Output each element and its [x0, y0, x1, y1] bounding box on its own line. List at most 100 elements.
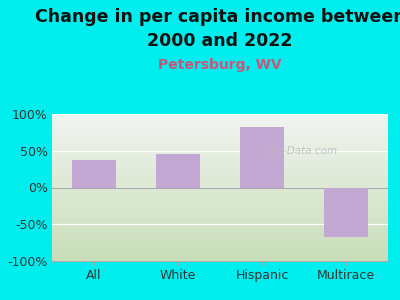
Bar: [52, 178, 388, 179]
Bar: [52, 164, 388, 165]
Bar: [52, 198, 388, 199]
Bar: [52, 229, 388, 230]
Bar: [52, 192, 388, 194]
Bar: [52, 121, 388, 122]
Bar: [52, 253, 388, 254]
Bar: [52, 208, 388, 209]
Bar: [52, 204, 388, 205]
Bar: [52, 207, 388, 208]
Bar: [52, 206, 388, 207]
Bar: [52, 128, 388, 129]
Bar: [52, 213, 388, 214]
Bar: [52, 212, 388, 213]
Bar: [52, 135, 388, 136]
Bar: [52, 242, 388, 243]
Bar: [52, 141, 388, 142]
Bar: [52, 184, 388, 185]
Bar: [52, 143, 388, 144]
Bar: [52, 170, 388, 171]
Bar: [52, 190, 388, 191]
Bar: [52, 236, 388, 238]
Bar: [52, 250, 388, 251]
Bar: [52, 114, 388, 115]
Bar: [52, 248, 388, 249]
Bar: [324, 188, 368, 238]
Bar: [52, 152, 388, 153]
Bar: [52, 117, 388, 118]
Text: City-Data.com: City-Data.com: [264, 146, 338, 156]
Bar: [52, 231, 388, 232]
Bar: [52, 259, 388, 260]
Bar: [52, 187, 388, 188]
Bar: [52, 115, 388, 116]
Bar: [52, 211, 388, 212]
Bar: [52, 224, 388, 225]
Bar: [52, 252, 388, 253]
Bar: [52, 148, 388, 149]
Bar: [52, 166, 388, 167]
Bar: [52, 247, 388, 248]
Bar: [52, 150, 388, 151]
Bar: [52, 139, 388, 140]
Bar: [52, 254, 388, 255]
Bar: [52, 197, 388, 198]
Bar: [52, 185, 388, 187]
Text: 2000 and 2022: 2000 and 2022: [147, 32, 293, 50]
Bar: [52, 167, 388, 168]
Bar: [52, 225, 388, 226]
Bar: [52, 136, 388, 137]
Bar: [240, 127, 284, 188]
Bar: [52, 210, 388, 211]
Bar: [52, 120, 388, 121]
Bar: [52, 183, 388, 184]
Bar: [72, 160, 116, 188]
Bar: [52, 191, 388, 192]
Bar: [52, 230, 388, 231]
Bar: [52, 151, 388, 152]
Bar: [52, 218, 388, 219]
Bar: [52, 194, 388, 195]
Bar: [52, 251, 388, 252]
Bar: [52, 223, 388, 224]
Bar: [52, 153, 388, 154]
Bar: [52, 123, 388, 124]
Bar: [52, 216, 388, 217]
Bar: [52, 234, 388, 235]
Bar: [52, 240, 388, 242]
Bar: [52, 146, 388, 147]
Bar: [52, 202, 388, 203]
Bar: [52, 160, 388, 161]
Bar: [52, 134, 388, 135]
Bar: [52, 168, 388, 169]
Bar: [52, 132, 388, 133]
Bar: [52, 256, 388, 257]
Bar: [52, 122, 388, 123]
Bar: [52, 171, 388, 172]
Bar: [52, 172, 388, 173]
Bar: [52, 156, 388, 157]
Bar: [52, 177, 388, 178]
Bar: [52, 219, 388, 220]
Bar: [52, 214, 388, 215]
Bar: [52, 174, 388, 175]
Bar: [52, 258, 388, 259]
Bar: [52, 157, 388, 158]
Bar: [52, 188, 388, 190]
Bar: [52, 221, 388, 222]
Bar: [52, 235, 388, 236]
Bar: [52, 133, 388, 134]
Bar: [52, 196, 388, 197]
Bar: [52, 182, 388, 183]
Bar: [52, 244, 388, 245]
Text: Petersburg, WV: Petersburg, WV: [158, 58, 282, 73]
Bar: [52, 119, 388, 120]
Bar: [52, 163, 388, 164]
Bar: [52, 226, 388, 227]
Bar: [52, 173, 388, 174]
Bar: [52, 161, 388, 162]
Bar: [52, 140, 388, 141]
Bar: [52, 159, 388, 160]
Bar: [52, 116, 388, 117]
Bar: [52, 126, 388, 127]
Bar: [52, 180, 388, 181]
